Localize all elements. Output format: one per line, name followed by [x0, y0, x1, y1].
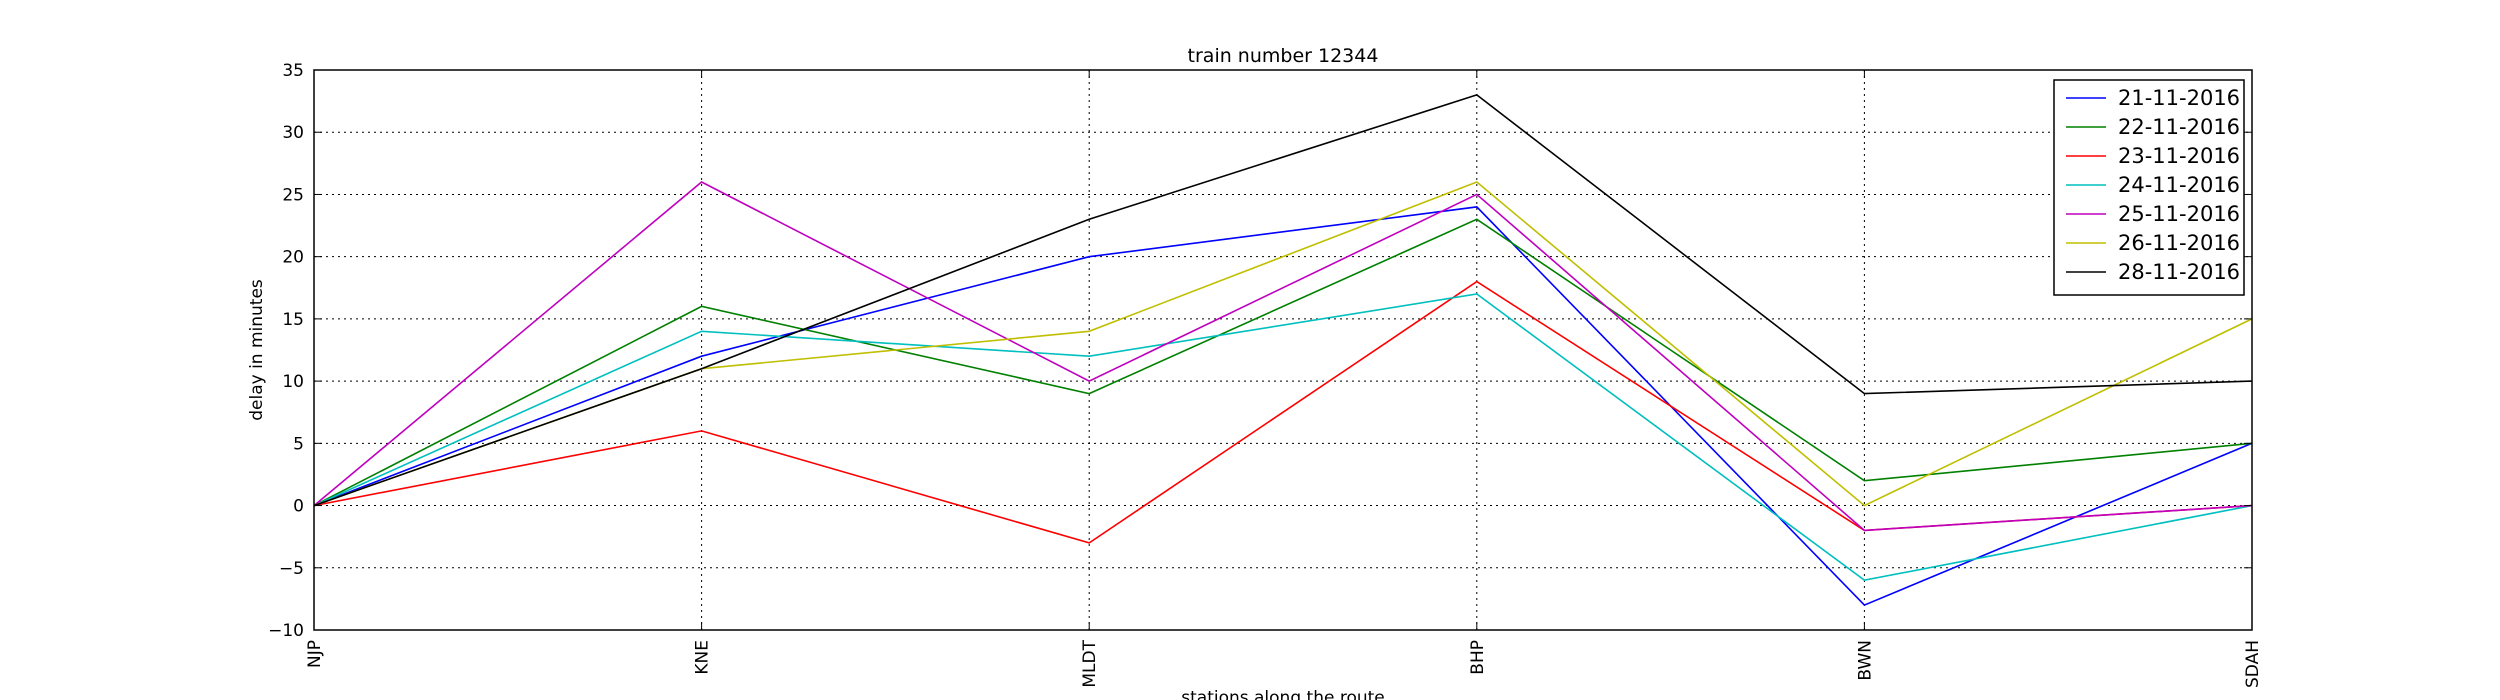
x-tick-label: BWN	[1855, 640, 1875, 681]
y-tick-label: 5	[293, 434, 304, 454]
y-tick-label: 20	[282, 248, 304, 268]
y-tick-label: 30	[282, 123, 304, 143]
legend-label: 26-11-2016	[2118, 231, 2240, 255]
x-tick-label: BHP	[1468, 640, 1488, 675]
series-lines	[313, 94, 2253, 607]
y-axis-ticks: −10 −5 0 5 10 15 20 25 30 35	[268, 61, 2252, 641]
x-tick-label: SDAH	[2243, 640, 2263, 688]
series-line-26-11-2016	[313, 181, 2253, 507]
plot-frame	[313, 69, 2253, 631]
y-tick-label: −5	[279, 559, 304, 579]
y-tick-label: 15	[282, 310, 304, 330]
legend-label: 25-11-2016	[2118, 202, 2240, 226]
y-tick-label: 25	[282, 185, 304, 205]
chart-title: train number 12344	[1188, 45, 1379, 67]
y-tick-label: 0	[293, 497, 304, 517]
legend-label: 22-11-2016	[2118, 115, 2240, 139]
legend-label: 28-11-2016	[2118, 260, 2240, 284]
grid	[314, 70, 2252, 630]
y-tick-label: 35	[282, 61, 304, 81]
series-line-28-11-2016	[313, 94, 2253, 507]
x-tick-label: KNE	[693, 640, 713, 675]
y-axis-label: delay in minutes	[247, 279, 267, 421]
y-tick-label: 10	[282, 372, 304, 392]
series-line-23-11-2016	[313, 280, 2253, 544]
legend-label: 23-11-2016	[2118, 144, 2240, 168]
legend: 21-11-2016 22-11-2016 23-11-2016 24-11-2016…	[2053, 79, 2245, 296]
legend-box	[2053, 79, 2245, 296]
legend-label: 24-11-2016	[2118, 173, 2240, 197]
x-axis-label: stations along the route	[1181, 688, 1385, 700]
series-line-21-11-2016	[313, 206, 2253, 607]
series-line-24-11-2016	[313, 293, 2253, 582]
x-tick-label: NJP	[305, 640, 325, 668]
series-line-25-11-2016	[313, 181, 2253, 532]
x-axis-ticks: NJP KNE MLDT BHP BWN SDAH	[305, 70, 2263, 688]
y-tick-label: −10	[268, 621, 304, 641]
x-tick-label: MLDT	[1080, 639, 1100, 687]
legend-label: 21-11-2016	[2118, 86, 2240, 110]
